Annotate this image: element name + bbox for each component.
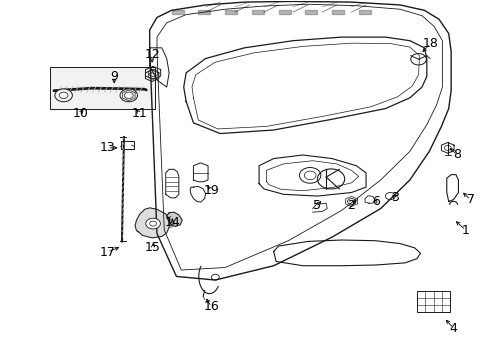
Text: 8: 8 (452, 148, 461, 162)
Text: 19: 19 (203, 184, 219, 197)
Text: 3: 3 (390, 192, 398, 204)
Text: 4: 4 (449, 322, 457, 335)
Bar (120, 141, 134, 149)
Polygon shape (166, 212, 182, 226)
Text: 5: 5 (313, 198, 321, 212)
Circle shape (55, 89, 72, 102)
Text: 12: 12 (144, 49, 160, 62)
Text: 15: 15 (145, 241, 161, 255)
Text: 2: 2 (347, 198, 355, 212)
Text: 10: 10 (72, 107, 88, 120)
Text: 9: 9 (110, 70, 118, 83)
Text: 6: 6 (371, 195, 379, 208)
Text: 16: 16 (203, 300, 219, 313)
Text: 1: 1 (461, 224, 468, 237)
Bar (50, 67, 154, 109)
Text: 14: 14 (164, 216, 180, 229)
Circle shape (120, 89, 137, 102)
Text: 7: 7 (466, 193, 474, 206)
Text: 17: 17 (99, 246, 115, 258)
Bar (416, 292, 449, 312)
Text: 18: 18 (422, 37, 437, 50)
Text: 11: 11 (131, 107, 147, 120)
Text: 13: 13 (99, 141, 115, 154)
Polygon shape (135, 208, 169, 238)
Circle shape (145, 218, 160, 229)
